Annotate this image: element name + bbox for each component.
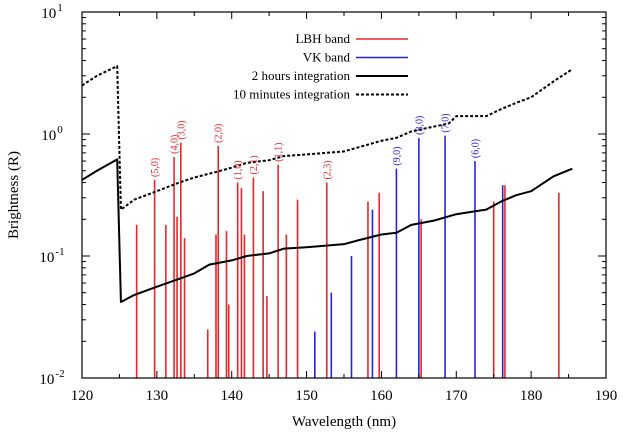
band-label: (2,3) — [322, 160, 333, 179]
chart-marks — [81, 65, 573, 378]
x-tick-label: 180 — [520, 388, 543, 404]
band-label: (4,0) — [170, 135, 181, 154]
x-tick-label: 120 — [71, 388, 94, 404]
y-tick-label: 100 — [41, 124, 63, 144]
band-label: (2,0) — [214, 124, 225, 143]
band-label: (9,0) — [392, 146, 403, 165]
legend-label: LBH band — [295, 31, 350, 46]
band-label: (3,0) — [176, 120, 187, 139]
y-tick-label: 10-2 — [39, 368, 64, 388]
x-tick-label: 170 — [445, 388, 468, 404]
band-label: (8,0) — [414, 116, 425, 135]
y-axis-label: Brightness (R) — [6, 151, 22, 239]
band-label: (1,0) — [233, 160, 244, 179]
axes: 120 130 140 150 160 170 180 190 10-2 10-1 100 101 — [39, 2, 617, 404]
legend: LBH band VK band 2 hours integration 10 min… — [233, 31, 408, 102]
band-label: (1,1) — [274, 143, 285, 162]
ten-minute-integration-line — [81, 65, 573, 211]
x-tick-label: 140 — [220, 388, 243, 404]
band-label: (7,0) — [441, 113, 452, 132]
y-tick-label: 10-1 — [39, 246, 64, 266]
legend-label: VK band — [303, 50, 351, 65]
band-label: (6,0) — [471, 139, 482, 158]
y-tick-label: 101 — [41, 2, 63, 22]
x-tick-label: 160 — [370, 388, 393, 404]
legend-label: 2 hours integration — [252, 68, 351, 83]
band-labels: (5,0) (4,0)(3,0) (2,0) (1,0) (2,1) (1,1) (2,3)… — [150, 113, 481, 179]
plot-frame — [81, 11, 607, 379]
x-tick-label: 190 — [595, 388, 618, 404]
legend-label: 10 minutes integration — [233, 87, 350, 102]
x-tick-label: 150 — [295, 388, 318, 404]
band-label: (5,0) — [150, 158, 161, 177]
band-label: (2,1) — [249, 155, 260, 174]
x-axis-label: Wavelength (nm) — [292, 414, 396, 430]
two-hour-integration-line — [81, 158, 573, 303]
x-tick-label: 130 — [146, 388, 169, 404]
